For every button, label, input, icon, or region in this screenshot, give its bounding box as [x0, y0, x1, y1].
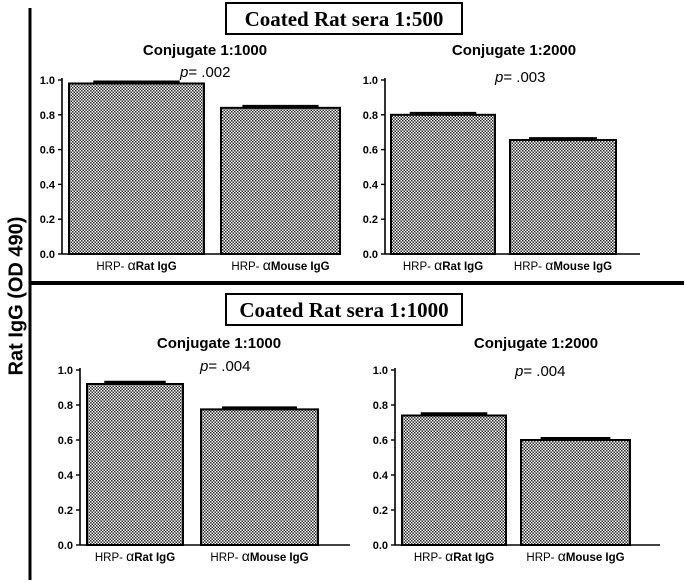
category-name: Mouse IgG	[566, 552, 625, 564]
category-prefix: HRP-	[526, 552, 557, 564]
y-tick-label: 1.0	[58, 365, 73, 377]
p-value-text: = .004	[208, 358, 250, 375]
section-title-2: Coated Rat sera 1:1000	[225, 293, 463, 326]
category-greek-alpha: α	[242, 548, 250, 564]
y-tick-label: 1.0	[40, 75, 55, 87]
category-name: Mouse IgG	[553, 261, 612, 273]
category-name: Rat IgG	[453, 552, 494, 564]
category-name: Rat IgG	[136, 261, 177, 273]
y-tick-label: 0.8	[373, 400, 388, 412]
p-value-annotation: p= .004	[514, 363, 565, 380]
chart-panel: Conjugate 1:2000 p= .004 0.0 0.2 0.4 0.6 0.8 1.…	[373, 335, 660, 564]
category-prefix: HRP-	[96, 261, 127, 273]
section-title-box	[225, 293, 463, 326]
category-greek-alpha: α	[558, 548, 566, 564]
category-greek-alpha: α	[545, 257, 553, 273]
y-tick-label: 0.2	[363, 214, 378, 226]
y-tick-label: 0.0	[40, 249, 55, 261]
section-title-box	[225, 2, 463, 35]
y-tick-label: 0.4	[373, 470, 389, 482]
bar	[68, 82, 205, 256]
bar	[509, 139, 617, 255]
y-tick-label: 0.0	[58, 540, 73, 552]
category-greek-alpha: α	[263, 257, 271, 273]
y-tick-label: 0.2	[373, 505, 388, 517]
chart-title: Conjugate 1:1000	[143, 42, 267, 59]
y-tick-label: 0.6	[373, 435, 388, 447]
chart-panel: Conjugate 1:2000 p= .003 0.0 0.2 0.4 0.6 0.8 1.…	[363, 42, 640, 273]
section-title-text: Coated Rat sera 1:500	[245, 7, 444, 31]
y-tick-label: 0.2	[58, 505, 73, 517]
y-tick-label: 1.0	[373, 365, 388, 377]
y-tick-label: 0.6	[58, 435, 73, 447]
p-value-symbol: p	[514, 363, 523, 380]
p-value-text: = .002	[188, 64, 230, 81]
section-title-text: Coated Rat sera 1:1000	[239, 298, 448, 322]
p-value-symbol: p	[199, 358, 208, 375]
x-category-label: HRP- αRat IgG	[96, 257, 176, 273]
section-title-1: Coated Rat sera 1:500	[225, 2, 463, 35]
bar	[401, 414, 507, 546]
category-greek-alpha: α	[126, 548, 134, 564]
category-prefix: HRP-	[414, 552, 445, 564]
p-value-text: = .004	[523, 363, 565, 380]
x-category-label: HRP- αMouse IgG	[514, 257, 612, 273]
y-tick-label: 0.4	[363, 179, 379, 191]
x-category-label: HRP- αMouse IgG	[526, 548, 624, 564]
y-tick-label: 0.4	[40, 179, 56, 191]
y-tick-label: 0.4	[58, 470, 74, 482]
chart-title: Conjugate 1:1000	[157, 335, 281, 352]
y-tick-label: 0.0	[363, 249, 378, 261]
y-tick-label: 0.8	[40, 110, 55, 122]
y-axis-label: Rat IgG (OD 490)	[5, 217, 27, 376]
bar	[390, 113, 496, 255]
category-name: Mouse IgG	[271, 261, 330, 273]
bar	[86, 383, 184, 546]
y-tick-label: 0.8	[58, 400, 73, 412]
category-prefix: HRP-	[210, 552, 241, 564]
category-greek-alpha: α	[434, 257, 442, 273]
p-value-annotation: p= .002	[179, 64, 230, 81]
y-tick-label: 0.2	[40, 214, 55, 226]
p-value-annotation: p= .004	[199, 358, 250, 375]
category-prefix: HRP-	[95, 552, 126, 564]
category-name: Rat IgG	[442, 261, 483, 273]
bar	[220, 106, 341, 255]
category-name: Mouse IgG	[250, 552, 309, 564]
p-value-annotation: p= .003	[494, 69, 545, 86]
p-value-text: = .003	[503, 69, 545, 86]
chart-panel: Conjugate 1:1000 p= .004 0.0 0.2 0.4 0.6 0.8 1.…	[58, 335, 350, 564]
bar	[200, 408, 319, 546]
chart-panel: Conjugate 1:1000 p= .002 0.0 0.2 0.4 0.6 0.8 1.…	[40, 42, 341, 273]
category-name: Rat IgG	[134, 552, 175, 564]
chart-title: Conjugate 1:2000	[474, 335, 598, 352]
bar	[520, 439, 631, 546]
chart-title: Conjugate 1:2000	[452, 42, 576, 59]
x-category-label: HRP- αRat IgG	[414, 548, 494, 564]
x-category-label: HRP- αMouse IgG	[210, 548, 308, 564]
p-value-symbol: p	[179, 64, 188, 81]
y-tick-label: 0.6	[363, 145, 378, 157]
p-value-symbol: p	[494, 69, 503, 86]
y-tick-label: 0.6	[40, 145, 55, 157]
category-prefix: HRP-	[231, 261, 262, 273]
category-prefix: HRP-	[403, 261, 434, 273]
category-prefix: HRP-	[514, 261, 545, 273]
x-category-label: HRP- αRat IgG	[95, 548, 175, 564]
x-category-label: HRP- αRat IgG	[403, 257, 483, 273]
x-category-label: HRP- αMouse IgG	[231, 257, 329, 273]
category-greek-alpha: α	[128, 257, 136, 273]
category-greek-alpha: α	[445, 548, 453, 564]
y-tick-label: 0.8	[363, 110, 378, 122]
y-tick-label: 1.0	[363, 75, 378, 87]
y-tick-label: 0.0	[373, 540, 388, 552]
